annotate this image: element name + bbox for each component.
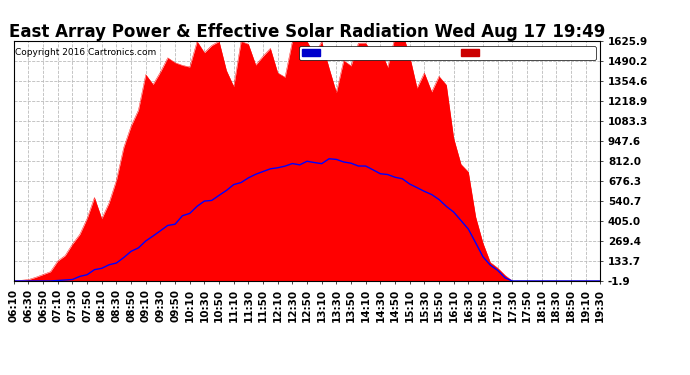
Text: Copyright 2016 Cartronics.com: Copyright 2016 Cartronics.com [15, 48, 156, 57]
Legend: Radiation (Effective w/m2), East Array (DC Watts): Radiation (Effective w/m2), East Array (… [299, 46, 595, 60]
Title: East Array Power & Effective Solar Radiation Wed Aug 17 19:49: East Array Power & Effective Solar Radia… [9, 23, 605, 41]
